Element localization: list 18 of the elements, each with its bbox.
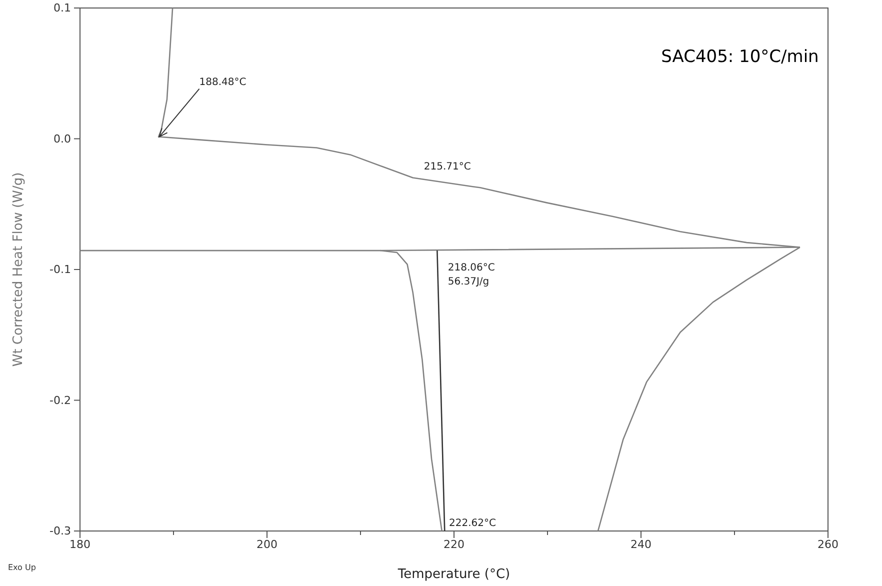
y-tick-label: -0.1 xyxy=(50,263,71,276)
x-tick-label: 260 xyxy=(818,538,838,551)
text: Exo Up xyxy=(8,563,36,572)
annotation: 215.71°C xyxy=(424,162,471,173)
x-tick-label: 220 xyxy=(444,538,464,551)
annotation: 222.62°C xyxy=(449,518,496,529)
x-tick-label: 180 xyxy=(70,538,90,551)
annotation: 218.06°C 56.37J/g xyxy=(448,262,495,288)
y-tick-label: -0.3 xyxy=(50,524,71,538)
x-tick-label: 240 xyxy=(630,538,652,551)
annotation: 188.48°C xyxy=(199,76,246,88)
annotation: SAC405: 10°C/min xyxy=(661,47,819,67)
y-tick-label: 0.1 xyxy=(54,2,71,15)
y-tick-label: -0.2 xyxy=(50,394,71,407)
y-axis-title: Wt Corrected Heat Flow (W/g) xyxy=(11,172,26,367)
y-tick-label: 0.0 xyxy=(54,132,71,146)
x-tick-label: 200 xyxy=(256,538,278,551)
x-axis-title: Temperature (°C) xyxy=(396,567,510,582)
